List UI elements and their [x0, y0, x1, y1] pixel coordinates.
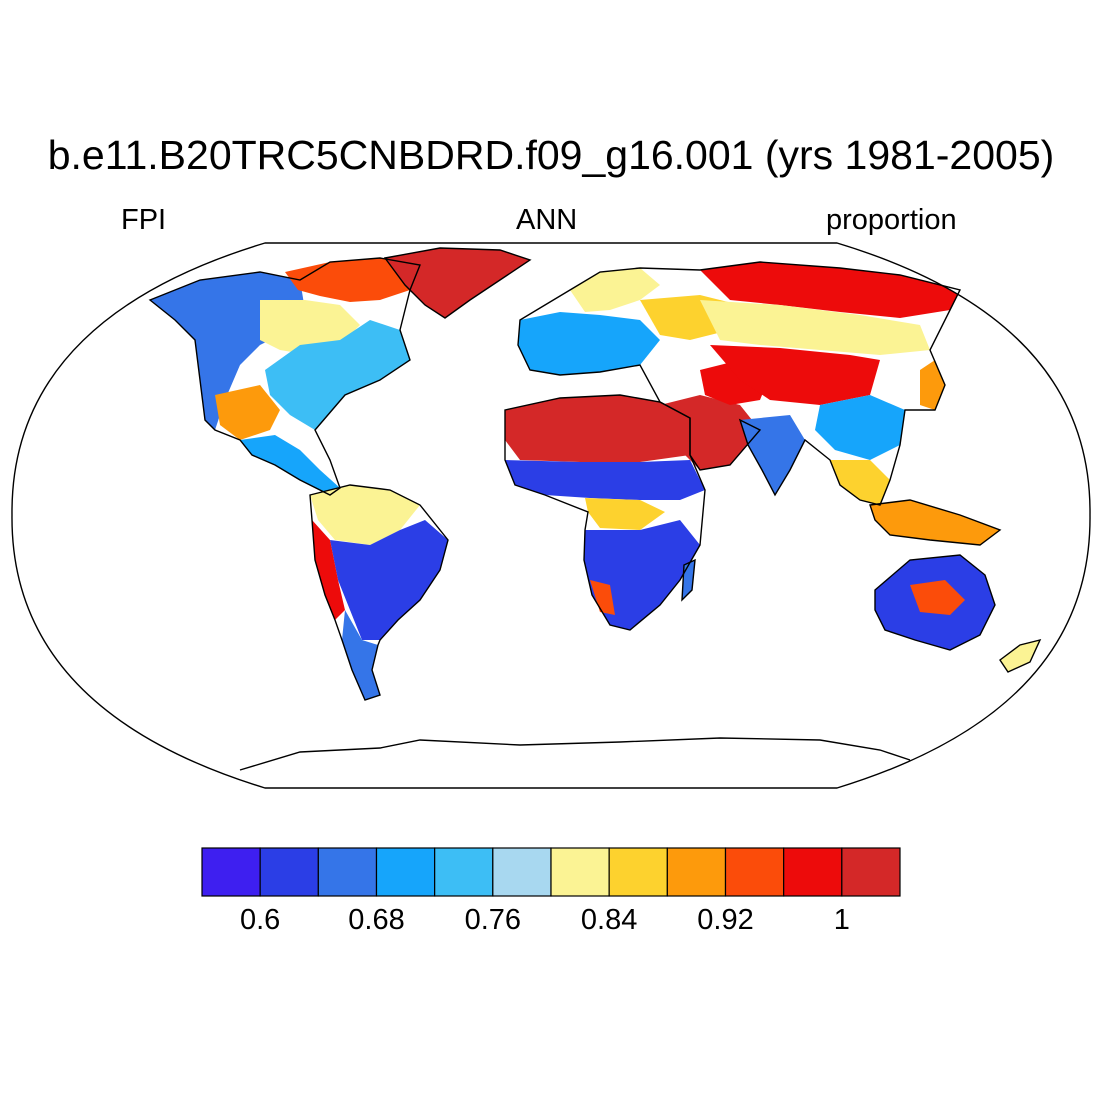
- region-siberia-south: [700, 300, 930, 355]
- colorbar-box-0: [201, 847, 261, 897]
- colorbar-tick-label: 0.76: [464, 904, 522, 936]
- variable-label: FPI: [121, 204, 167, 236]
- map-border: [11, 242, 1091, 789]
- region-sahel: [505, 460, 705, 500]
- plot-title: b.e11.B20TRC5CNBDRD.f09_g16.001 (yrs 198…: [47, 132, 1055, 178]
- region-amazon: [330, 520, 448, 640]
- region-southeast-asia: [830, 460, 890, 505]
- region-central-asia: [710, 345, 880, 405]
- region-indonesia: [870, 500, 1000, 545]
- colorbar-tick-label: 0.6: [239, 904, 281, 936]
- region-central-america: [240, 435, 340, 495]
- colorbar-box-8: [666, 847, 727, 897]
- colorbar-box-1: [259, 847, 319, 897]
- colorbar-box-5: [492, 847, 552, 897]
- colorbar-tick-label: 1: [833, 904, 850, 936]
- colorbar-box-7: [608, 847, 668, 897]
- region-australia-interior: [910, 580, 965, 615]
- region-new-zealand: [1000, 640, 1040, 672]
- region-arabia: [660, 395, 760, 470]
- colorbar-box-11: [841, 847, 901, 897]
- units-label: proportion: [826, 204, 957, 236]
- colorbar-tick-label: 0.84: [580, 904, 638, 936]
- colorbar-box-10: [783, 847, 843, 897]
- region-antarctica: [240, 738, 910, 788]
- region-us-southwest: [215, 385, 280, 440]
- colorbar-boxes: [201, 847, 901, 897]
- region-andes: [312, 520, 345, 620]
- colorbar-box-9: [724, 847, 785, 897]
- region-europe: [518, 312, 660, 375]
- colorbar-tick-label: 0.92: [697, 904, 754, 936]
- region-central-africa: [585, 498, 665, 530]
- colorbar-box-6: [550, 847, 610, 897]
- region-japan: [920, 360, 945, 410]
- region-china: [815, 395, 905, 460]
- land-field: [150, 248, 1040, 788]
- colorbar-box-2: [317, 847, 378, 897]
- season-label: ANN: [516, 204, 578, 236]
- region-southern-south-america: [342, 610, 380, 700]
- region-eastern-north-america: [265, 320, 410, 430]
- region-southern-africa: [584, 520, 700, 630]
- coastlines: [148, 247, 1042, 771]
- region-southwest-africa: [590, 580, 615, 615]
- region-sahara: [505, 395, 690, 462]
- region-scandinavia: [570, 268, 660, 312]
- colorbar-tick-label: 0.68: [348, 904, 405, 936]
- region-siberia-north: [700, 262, 960, 318]
- colorbar-box-3: [375, 847, 436, 897]
- region-northern-south-america: [310, 485, 420, 545]
- colorbar-box-4: [434, 847, 494, 897]
